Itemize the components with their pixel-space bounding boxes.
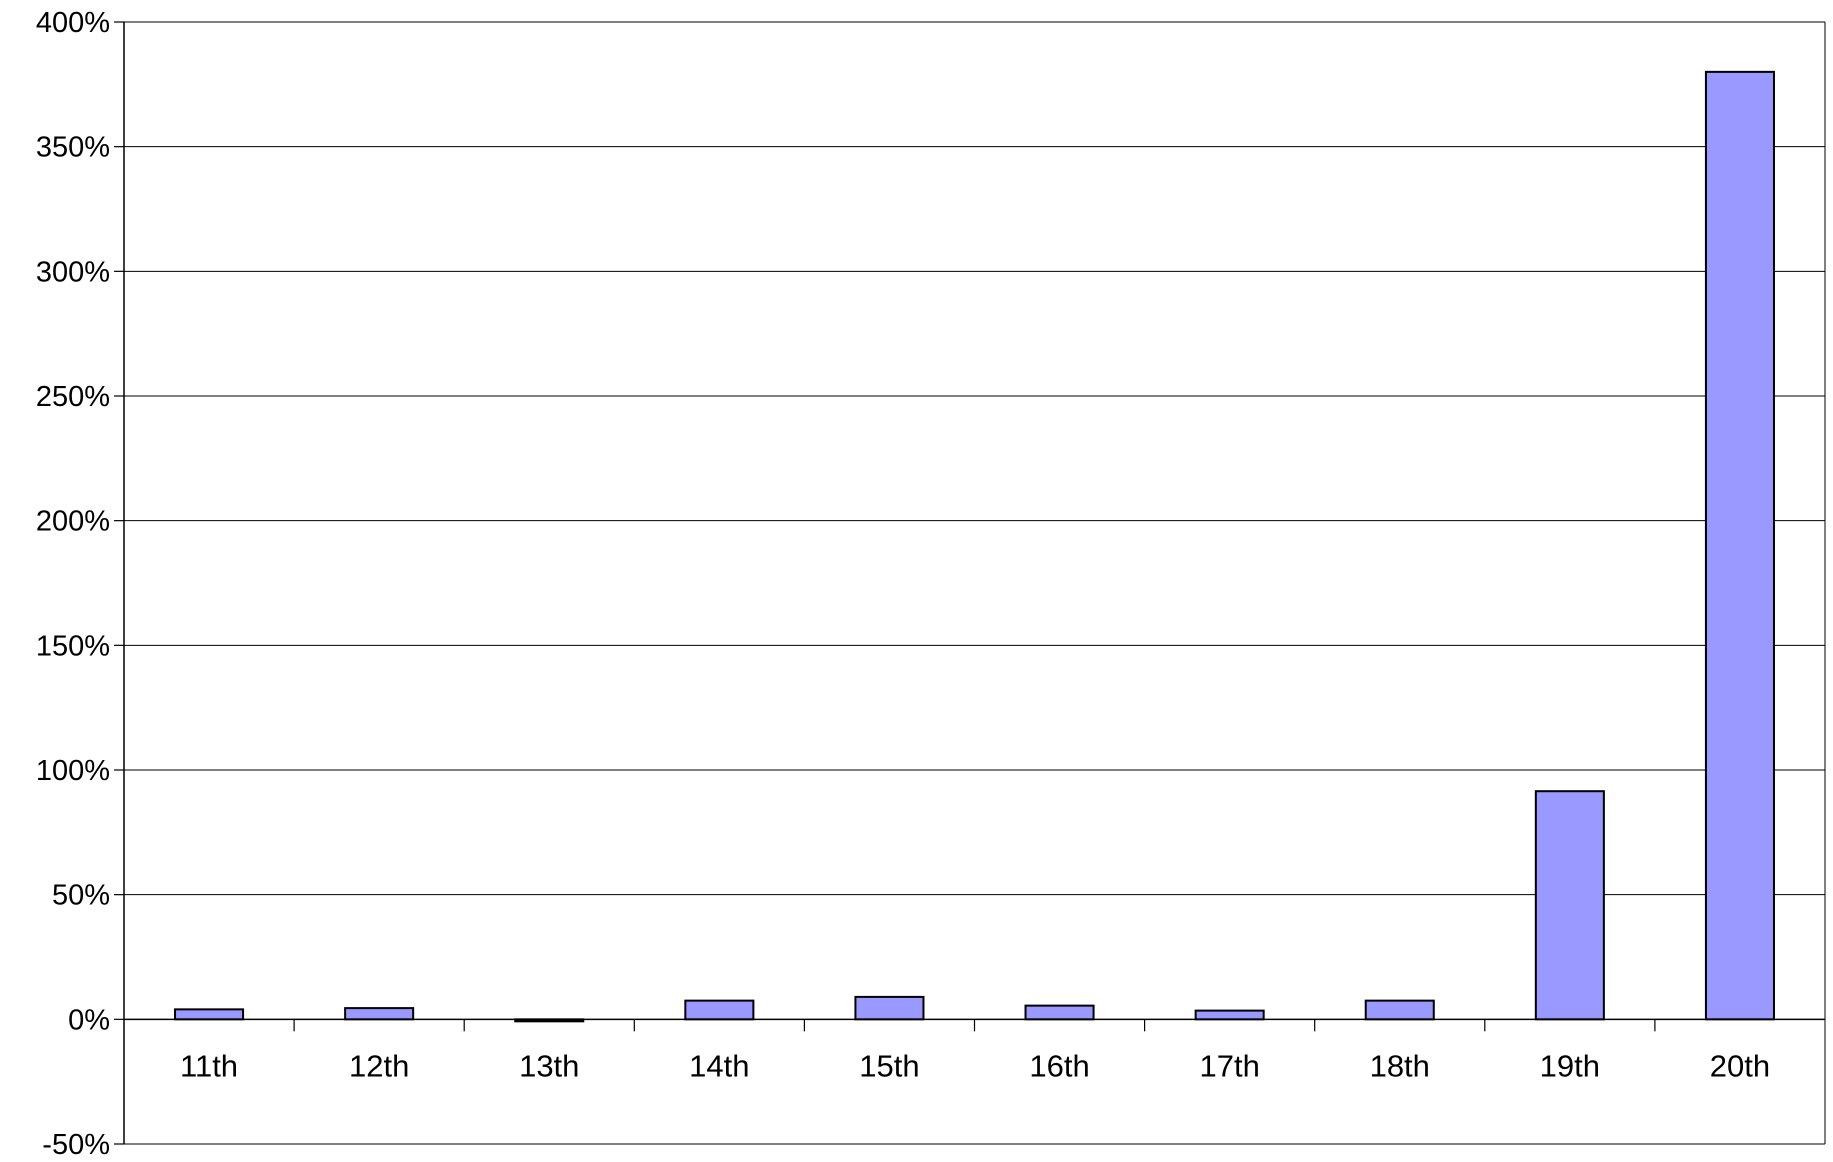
x-category-label: 14th bbox=[689, 1048, 749, 1083]
x-category-label: 19th bbox=[1540, 1048, 1600, 1083]
bar-14th bbox=[684, 999, 755, 1021]
y-tick-label: 350% bbox=[36, 132, 110, 164]
x-category-label: 16th bbox=[1029, 1048, 1089, 1083]
bars bbox=[174, 70, 1775, 1023]
y-tick-label: 50% bbox=[52, 880, 110, 912]
y-tick-label: -50% bbox=[42, 1129, 110, 1161]
bar-17th bbox=[1194, 1009, 1265, 1021]
x-category-label: 12th bbox=[349, 1048, 409, 1083]
y-tick-label: 0% bbox=[68, 1004, 110, 1036]
bar-20th bbox=[1704, 70, 1775, 1021]
y-tick-label: 200% bbox=[36, 506, 110, 538]
x-category-label: 17th bbox=[1199, 1048, 1259, 1083]
x-category-label: 11th bbox=[180, 1048, 238, 1083]
y-tick-labels: -50% 0% 50% 100% 150% 200% 250% 300% 350% 400% bbox=[36, 7, 110, 1161]
bar-18th bbox=[1364, 999, 1435, 1021]
gridlines bbox=[124, 21, 1825, 1145]
y-tick-label: 250% bbox=[36, 381, 110, 413]
bar-15th bbox=[854, 995, 925, 1021]
bar-19th bbox=[1534, 790, 1605, 1021]
bar-16th bbox=[1024, 1004, 1095, 1021]
y-tick-label: 150% bbox=[36, 630, 110, 662]
x-category-label: 15th bbox=[859, 1048, 919, 1083]
bar-11th bbox=[174, 1008, 245, 1021]
axes bbox=[114, 21, 1826, 1145]
x-category-labels: 11th 12th 13th 14th 15th 16th 17th 18th 19th 20th bbox=[180, 1048, 1770, 1083]
x-category-label: 20th bbox=[1710, 1048, 1770, 1083]
y-tick-label: 100% bbox=[36, 755, 110, 787]
x-category-label: 13th bbox=[519, 1048, 579, 1083]
x-category-label: 18th bbox=[1370, 1048, 1430, 1083]
bar-12th bbox=[344, 1007, 415, 1021]
y-tick-label: 400% bbox=[36, 7, 110, 39]
y-tick-label: 300% bbox=[36, 256, 110, 288]
